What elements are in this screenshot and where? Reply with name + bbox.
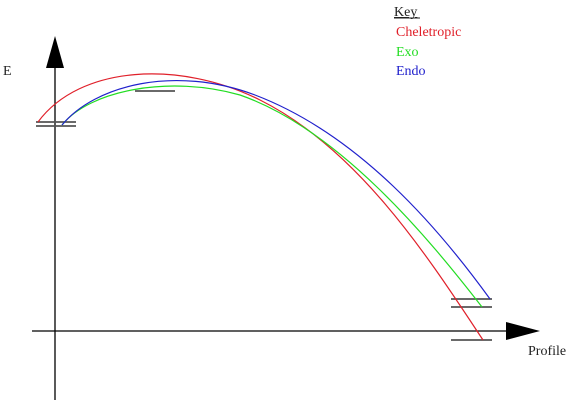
curve-exo bbox=[61, 85, 483, 308]
legend-item-cheletropic: Cheletropic bbox=[396, 25, 461, 40]
y-axis-arrowhead bbox=[46, 36, 64, 68]
curve-cheletropic bbox=[37, 73, 484, 341]
legend-item-endo: Endo bbox=[396, 64, 426, 79]
curve-endo bbox=[61, 79, 491, 300]
legend-title: Key bbox=[394, 5, 417, 20]
y-axis-label: E bbox=[3, 64, 12, 79]
x-axis-arrowhead bbox=[506, 322, 540, 340]
legend-item-exo: Exo bbox=[396, 45, 419, 60]
legend: Key Cheletropic Exo Endo bbox=[394, 5, 461, 79]
x-axis-label: Profile bbox=[528, 344, 566, 359]
